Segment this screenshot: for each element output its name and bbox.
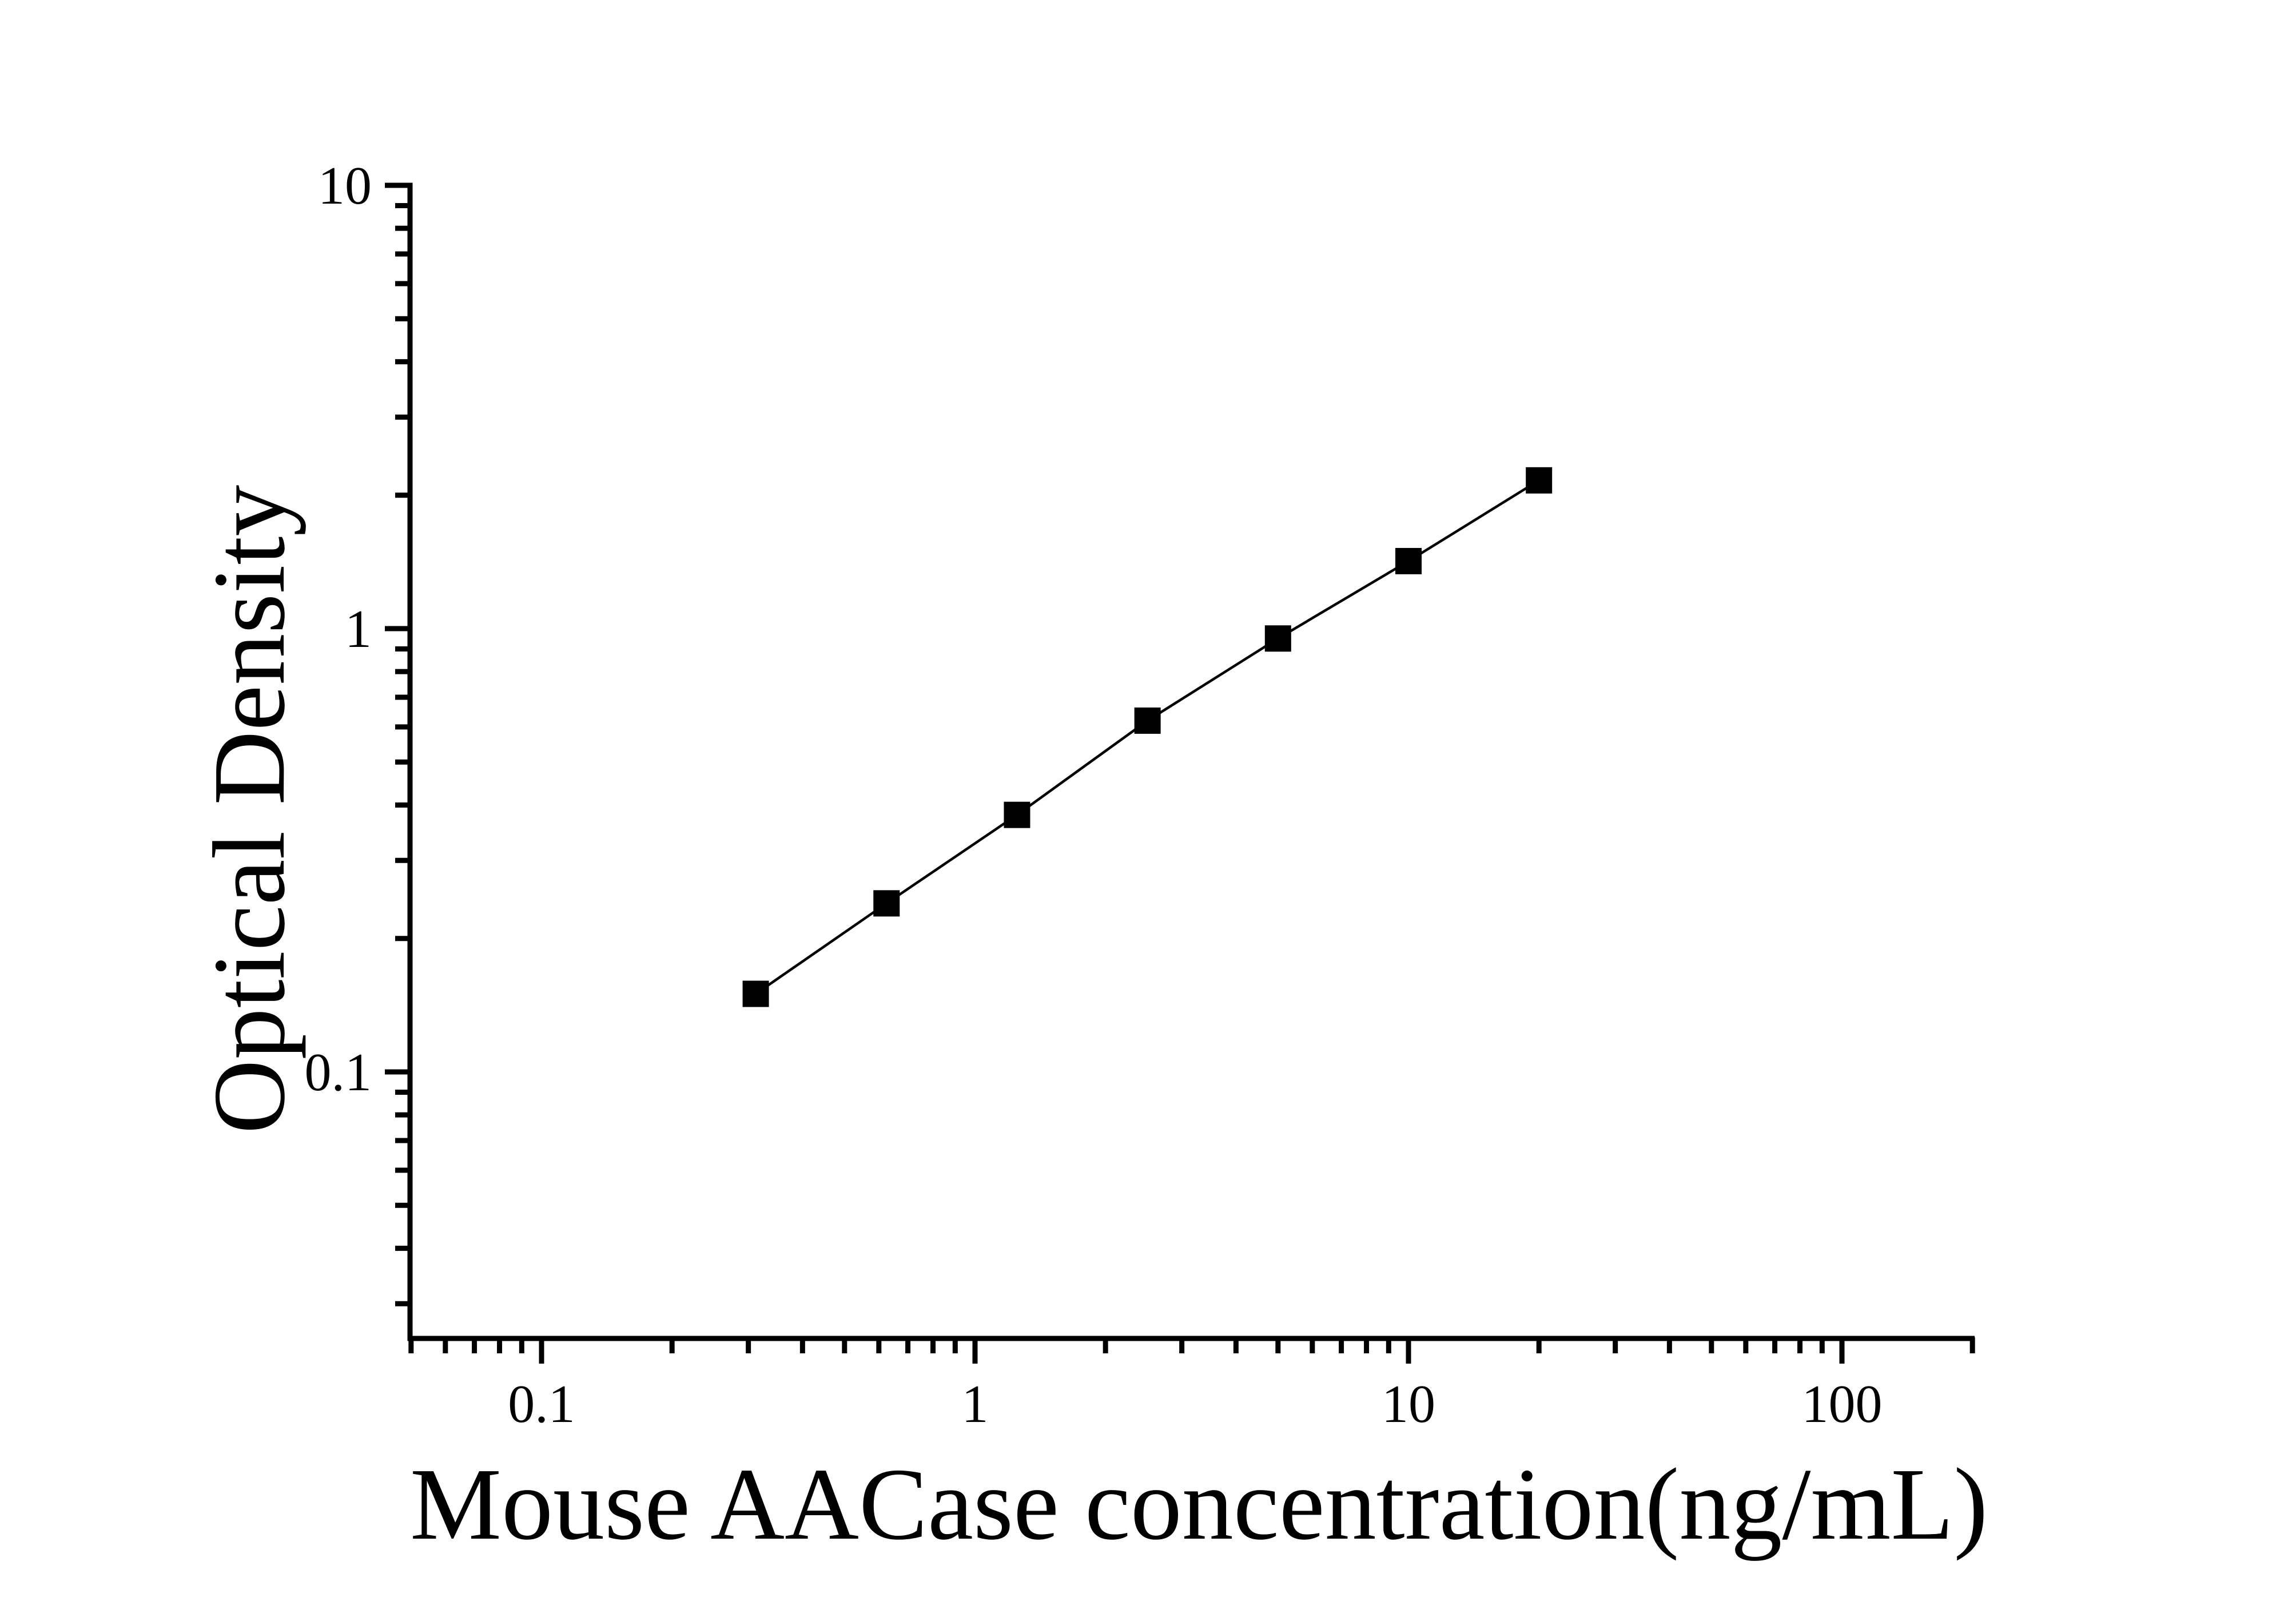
- y-tick-label: 10: [318, 156, 372, 216]
- y-axis-title: Optical Density: [192, 484, 306, 1134]
- data-point-marker: [1526, 467, 1553, 494]
- data-point-marker: [1395, 547, 1422, 574]
- x-tick-label: 1: [962, 1374, 989, 1434]
- data-point-marker: [1004, 801, 1030, 828]
- data-point-marker: [873, 890, 900, 917]
- x-axis-title: Mouse AACase concentration(ng/mL): [410, 1447, 1988, 1561]
- y-tick-label: 1: [345, 599, 372, 659]
- x-tick-label: 100: [1802, 1374, 1883, 1434]
- data-point-marker: [1264, 625, 1291, 652]
- data-point-marker: [1134, 707, 1161, 734]
- x-tick-label: 10: [1382, 1374, 1435, 1434]
- x-tick-label: 0.1: [508, 1374, 575, 1434]
- y-tick-label: 0.1: [305, 1043, 372, 1102]
- data-point-marker: [742, 980, 769, 1007]
